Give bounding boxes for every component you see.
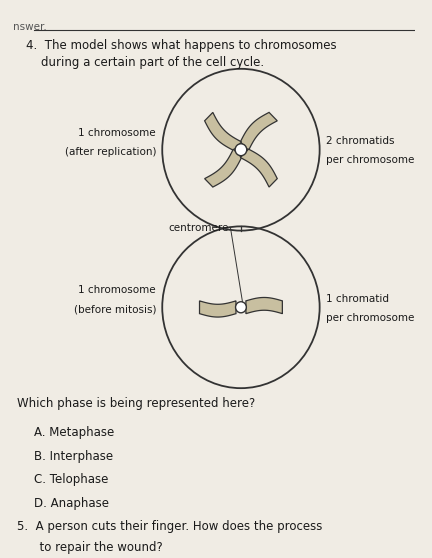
Text: 5.  A person cuts their finger. How does the process: 5. A person cuts their finger. How does …	[17, 520, 323, 533]
Text: B. Interphase: B. Interphase	[34, 450, 113, 463]
Polygon shape	[240, 149, 277, 187]
Polygon shape	[240, 112, 277, 150]
Text: 1 chromosome: 1 chromosome	[78, 128, 156, 138]
Polygon shape	[246, 297, 283, 314]
Text: (after replication): (after replication)	[64, 147, 156, 157]
Text: per chromosome: per chromosome	[326, 313, 414, 323]
Text: centromere: centromere	[168, 224, 229, 233]
Text: 1 chromatid: 1 chromatid	[326, 294, 389, 304]
Text: to repair the wound?: to repair the wound?	[17, 541, 163, 555]
Text: (before mitosis): (before mitosis)	[73, 305, 156, 314]
Text: nswer.: nswer.	[13, 22, 47, 32]
Circle shape	[235, 144, 247, 156]
Circle shape	[235, 302, 246, 313]
Polygon shape	[205, 149, 241, 187]
Text: D. Anaphase: D. Anaphase	[34, 497, 109, 510]
Text: A. Metaphase: A. Metaphase	[34, 426, 114, 440]
Text: per chromosome: per chromosome	[326, 155, 414, 165]
Text: 1 chromosome: 1 chromosome	[78, 285, 156, 295]
Polygon shape	[200, 301, 236, 317]
Text: during a certain part of the cell cycle.: during a certain part of the cell cycle.	[25, 56, 264, 69]
Text: 2 chromatids: 2 chromatids	[326, 136, 394, 146]
Text: C. Telophase: C. Telophase	[34, 473, 108, 487]
Text: 4.  The model shows what happens to chromosomes: 4. The model shows what happens to chrom…	[25, 39, 336, 52]
Polygon shape	[205, 112, 241, 150]
Text: Which phase is being represented here?: Which phase is being represented here?	[17, 397, 255, 410]
